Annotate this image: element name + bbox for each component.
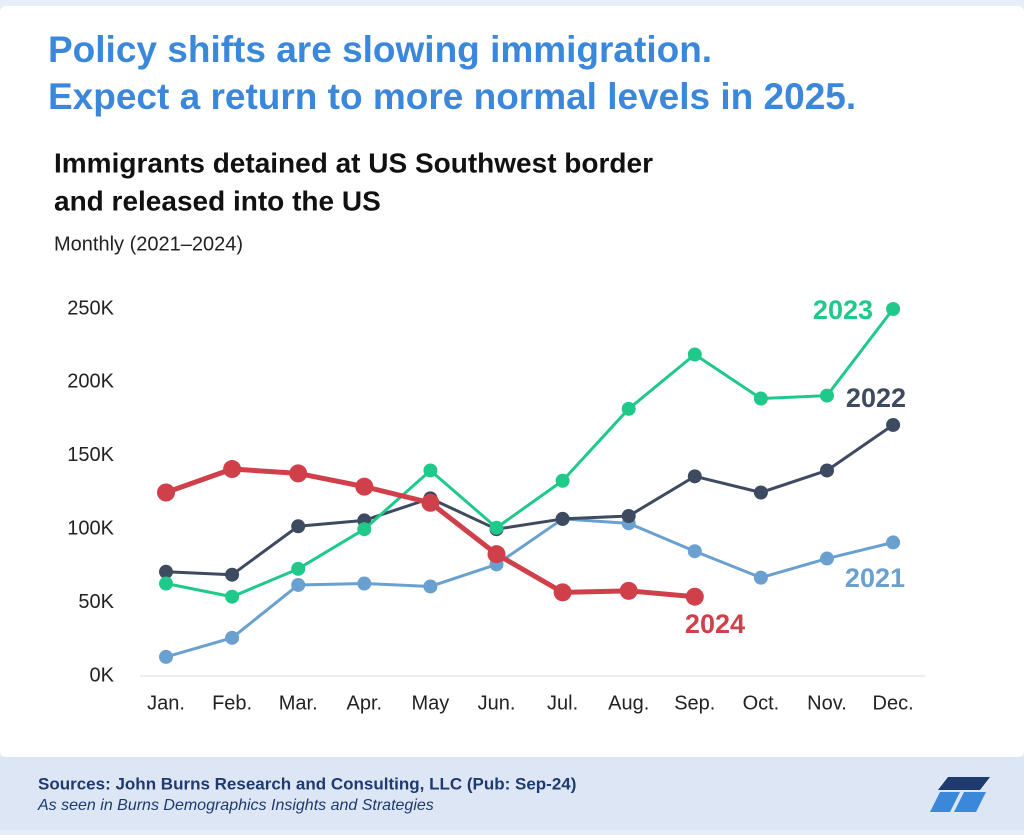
point <box>685 587 704 606</box>
point <box>555 511 570 526</box>
y-tick-label: 100K <box>67 517 114 539</box>
chart-title: Immigrants detained at US Southwest bord… <box>54 147 653 178</box>
x-tick-label: Apr. <box>347 692 383 714</box>
y-tick-label: 50K <box>78 591 114 613</box>
point <box>289 464 308 483</box>
point <box>357 522 372 537</box>
point <box>753 570 768 585</box>
x-tick-label: Jul. <box>547 692 578 714</box>
point <box>621 508 636 523</box>
x-tick-label: May <box>412 692 450 714</box>
x-tick-label: Jan. <box>147 692 185 714</box>
point <box>291 561 306 576</box>
headline: Expect a return to more normal levels in… <box>48 76 856 117</box>
point <box>820 551 834 566</box>
series-line <box>165 423 894 577</box>
note: As seen in Burns Demographics Insights a… <box>37 797 434 814</box>
point <box>291 577 306 592</box>
y-tick-label: 200K <box>67 371 114 393</box>
point <box>423 579 438 594</box>
series-label: 2022 <box>846 383 906 413</box>
point <box>619 581 638 600</box>
point <box>753 485 768 500</box>
chart-subtitle: Monthly (2021–2024) <box>54 233 243 255</box>
point <box>753 391 768 406</box>
series-label: 2023 <box>813 295 873 325</box>
point <box>555 473 570 488</box>
y-tick-label: 150K <box>67 444 114 466</box>
point <box>355 477 374 496</box>
point <box>225 589 240 604</box>
headline: Policy shifts are slowing immigration. <box>48 29 712 70</box>
point <box>159 649 173 664</box>
point <box>553 583 572 602</box>
point <box>159 576 173 591</box>
point <box>223 460 242 479</box>
x-tick-label: Mar. <box>279 692 318 714</box>
x-tick-label: Sep. <box>674 692 715 714</box>
x-tick-label: Dec. <box>873 692 914 714</box>
point <box>225 567 240 582</box>
series-line <box>165 308 895 599</box>
series-label: 2024 <box>685 609 745 639</box>
x-tick-label: Nov. <box>807 692 847 714</box>
point <box>820 463 834 478</box>
point <box>157 483 175 502</box>
point <box>159 564 173 579</box>
point <box>421 493 440 512</box>
point <box>820 388 834 403</box>
point <box>487 545 506 564</box>
footer-band <box>0 757 1024 830</box>
point <box>423 463 438 478</box>
x-tick-label: Aug. <box>608 692 649 714</box>
chart-title: and released into the US <box>54 185 381 216</box>
point <box>357 576 372 591</box>
point <box>886 417 901 432</box>
point <box>687 544 702 559</box>
x-tick-label: Oct. <box>743 692 780 714</box>
series-line <box>165 517 894 659</box>
source: Sources: John Burns Research and Consult… <box>38 774 576 793</box>
x-tick-label: Feb. <box>212 692 252 714</box>
point <box>621 401 636 416</box>
logo <box>930 777 990 812</box>
y-tick-label: 0K <box>90 664 115 686</box>
point <box>687 347 702 362</box>
y-tick-label: 250K <box>67 297 114 319</box>
panel <box>0 6 1024 757</box>
x-tick-label: Jun. <box>478 692 516 714</box>
point <box>291 519 306 534</box>
point <box>687 469 702 484</box>
point <box>886 302 901 316</box>
point <box>886 535 901 550</box>
point <box>225 630 240 645</box>
series-label: 2021 <box>845 563 905 593</box>
point <box>489 520 504 535</box>
